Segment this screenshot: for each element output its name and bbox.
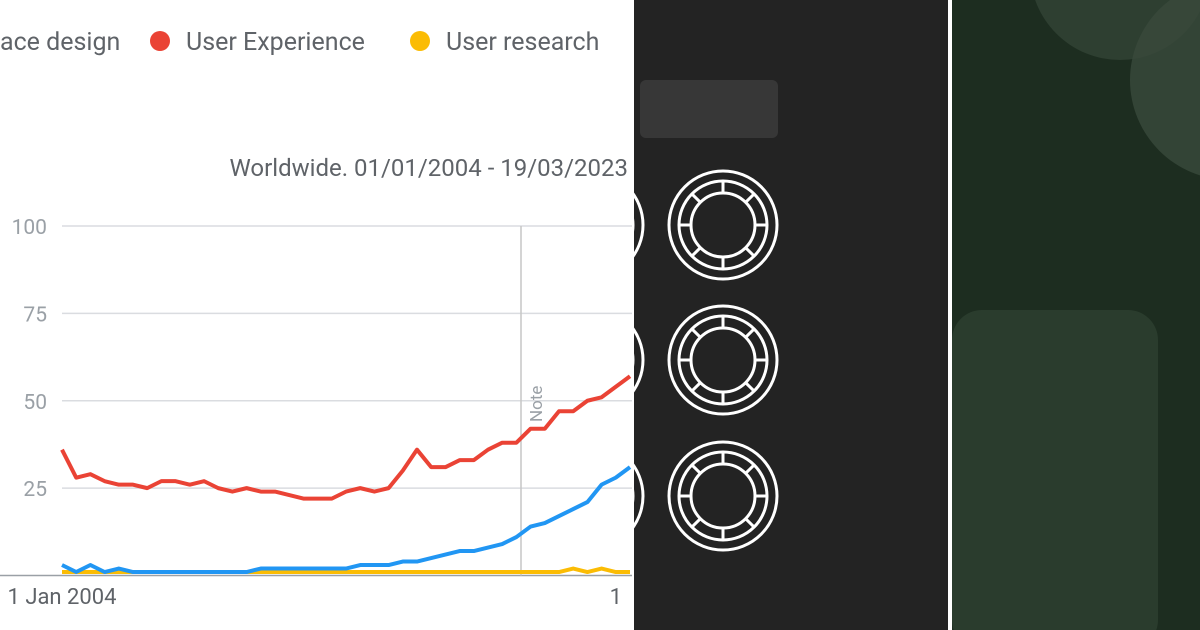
ring-spoke (558, 248, 566, 256)
ring-spoke (744, 517, 756, 529)
ring (667, 169, 779, 281)
ring-spoke (612, 248, 620, 256)
ring-spoke (690, 327, 702, 339)
ring (557, 192, 645, 258)
green-card (952, 310, 1158, 630)
ring-spoke (744, 327, 756, 339)
y-tick-label: 50 (23, 391, 47, 415)
ring-circle (634, 218, 635, 232)
legend-label: User Experience (186, 28, 365, 57)
ring-circle (634, 327, 645, 393)
ring-spoke (744, 381, 756, 393)
ring-circle (667, 169, 779, 281)
ring-spoke (612, 329, 620, 337)
y-tick-label: 25 (23, 478, 47, 502)
ring (557, 327, 645, 393)
panel-bar (640, 80, 778, 138)
ring (667, 440, 779, 552)
ring-circle (634, 489, 635, 503)
decor-circle (1130, 0, 1200, 176)
ring-spoke (558, 519, 566, 527)
ring-spoke (612, 194, 620, 202)
ring (667, 304, 779, 416)
ring-spoke (612, 465, 620, 473)
ring-circle (557, 193, 621, 257)
ring-circle (667, 304, 779, 416)
ring-spoke (744, 463, 756, 475)
ring-circle (634, 353, 635, 367)
series-line (60, 374, 632, 501)
ring-spoke (558, 329, 566, 337)
ring-spoke (558, 383, 566, 391)
note-label: Note (527, 386, 547, 422)
ring-spoke (744, 246, 756, 258)
legend-dot (410, 31, 430, 51)
ring (557, 463, 645, 529)
ring-group (557, 169, 779, 552)
ring-spoke (558, 465, 566, 473)
x-tick-label: 1 Jan 2004 (8, 585, 117, 610)
ring-spoke (690, 463, 702, 475)
ring-spoke (690, 192, 702, 204)
ring-circle (667, 440, 779, 552)
ring-spoke (690, 246, 702, 258)
y-tick-label: 100 (12, 216, 47, 240)
ring-spoke (690, 381, 702, 393)
series-line (61, 465, 632, 575)
ring-spoke (558, 194, 566, 202)
ring-circle (634, 463, 645, 529)
legend-label: User research (446, 28, 599, 57)
ring-spoke (690, 517, 702, 529)
legend-dot (150, 31, 170, 51)
chart-subtitle: Worldwide. 01/01/2004 - 19/03/2023 (230, 154, 629, 182)
ring-circle (634, 192, 645, 258)
ring-spoke (744, 192, 756, 204)
ring-spoke (612, 519, 620, 527)
x-tick-label: 1 (610, 585, 622, 610)
y-tick-label: 75 (23, 303, 47, 327)
ring-circle (557, 464, 621, 528)
legend-label: ace design (0, 28, 120, 57)
trends-chart: Worldwide. 01/01/2004 - 19/03/2023 25 50 7… (0, 28, 640, 610)
ring-circle (557, 328, 621, 392)
